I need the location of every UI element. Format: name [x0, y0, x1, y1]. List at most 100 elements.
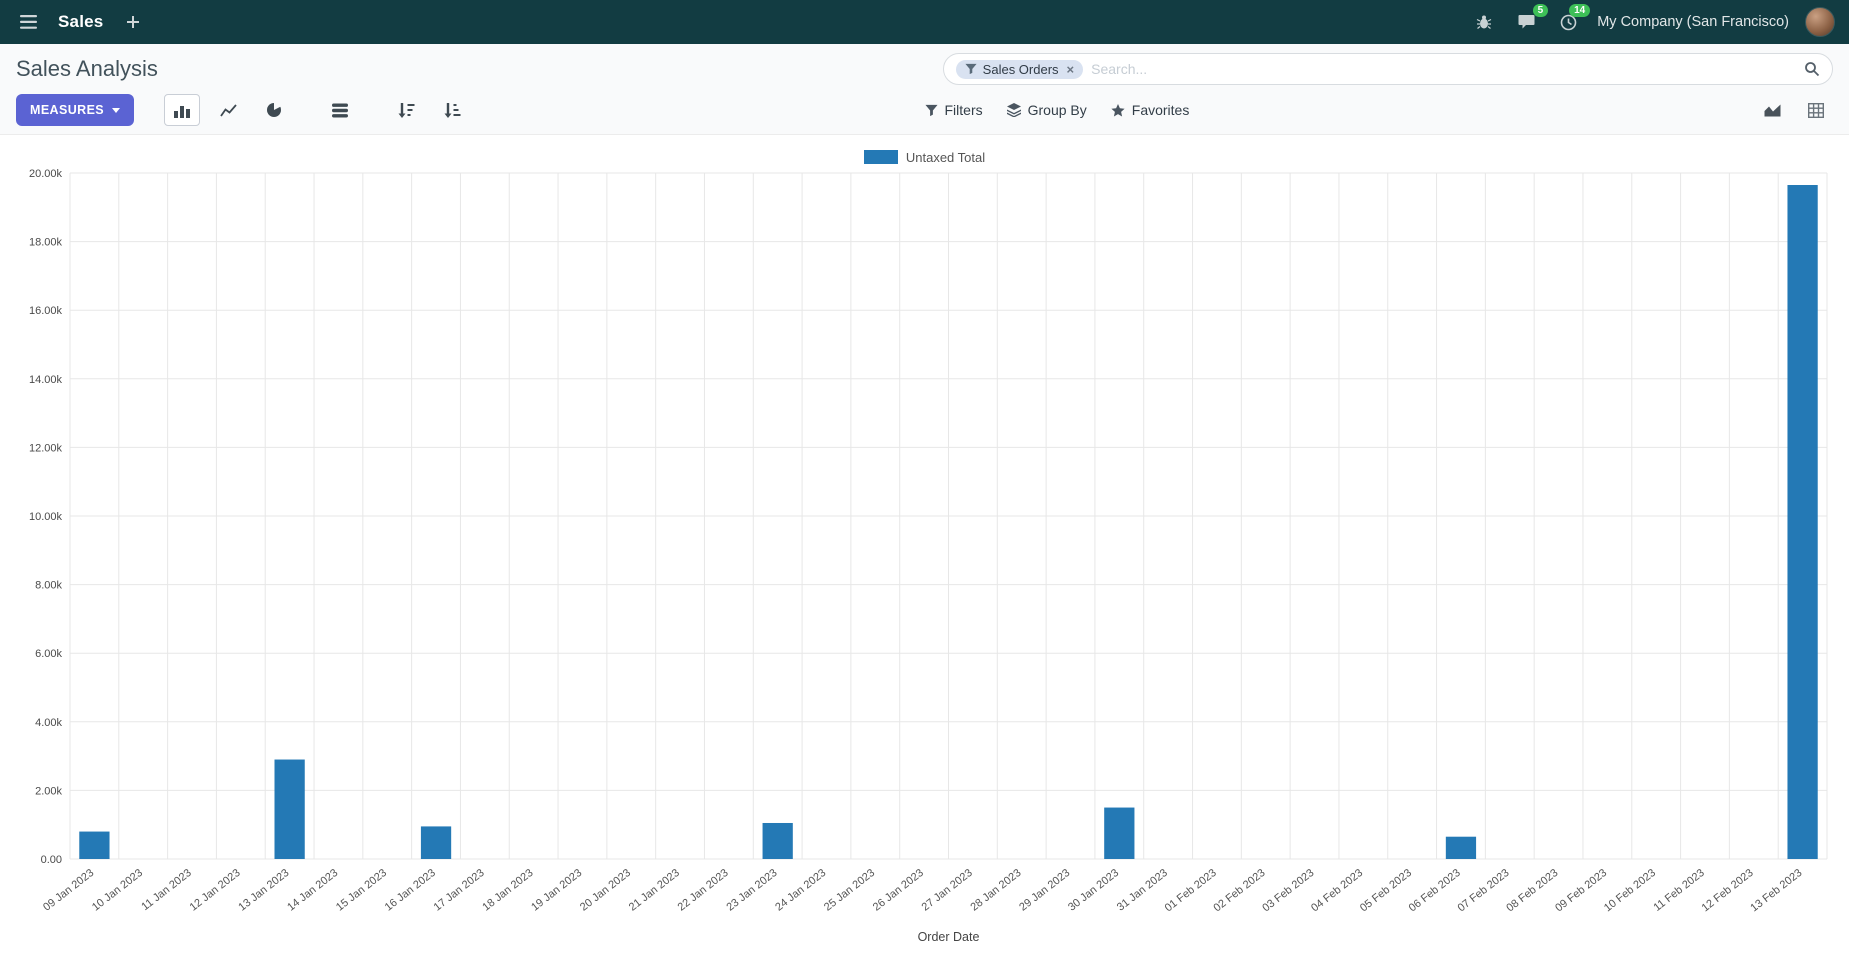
gridlines: [69, 172, 1828, 860]
svg-text:6.00k: 6.00k: [35, 648, 62, 660]
x-tick-label: 10 Jan 2023: [90, 867, 145, 914]
x-tick-label: 14 Jan 2023: [285, 867, 340, 914]
view-switcher: [1755, 95, 1833, 125]
svg-text:2.00k: 2.00k: [35, 785, 62, 797]
svg-text:16.00k: 16.00k: [29, 305, 63, 317]
bar[interactable]: [1445, 836, 1477, 859]
svg-text:20.00k: 20.00k: [29, 169, 63, 180]
x-tick-label: 10 Feb 2023: [1602, 867, 1658, 914]
measures-button[interactable]: MEASURES: [16, 94, 135, 126]
bar[interactable]: [420, 826, 452, 859]
x-tick-label: 17 Jan 2023: [432, 867, 487, 914]
filters-label: Filters: [944, 102, 983, 118]
plus-icon[interactable]: [119, 8, 147, 36]
filters-button[interactable]: Filters: [924, 102, 983, 118]
legend-label: Untaxed Total: [905, 149, 986, 165]
activities-clock-icon[interactable]: 14: [1555, 4, 1591, 35]
x-axis-title: Order Date: [918, 930, 980, 944]
x-tick-label: 22 Jan 2023: [676, 867, 731, 914]
filter-funnel-icon: [924, 104, 938, 117]
line-chart-button[interactable]: [210, 94, 246, 126]
chevron-down-icon: [112, 107, 121, 113]
x-tick-label: 11 Jan 2023: [139, 867, 193, 913]
activities-badge: 14: [1569, 4, 1591, 17]
user-avatar[interactable]: [1805, 7, 1835, 37]
bar[interactable]: [1787, 185, 1818, 859]
x-tick-label: 02 Feb 2023: [1212, 867, 1268, 914]
bar[interactable]: [79, 831, 110, 859]
y-axis: 0.00 2.00k 4.00k 6.00k 8.00k 10.00k 12.00k 14.0…: [29, 168, 63, 866]
graph-view-button[interactable]: [1755, 95, 1789, 125]
svg-text:4.00k: 4.00k: [35, 717, 62, 729]
x-tick-label: 12 Jan 2023: [188, 867, 243, 914]
x-tick-label: 04 Feb 2023: [1309, 867, 1365, 914]
x-tick-label: 25 Jan 2023: [822, 867, 877, 914]
bar-chart-svg: 0.00 2.00k 4.00k 6.00k 8.00k 10.00k 12.00k 14.0…: [29, 168, 1828, 944]
star-icon: [1111, 103, 1125, 117]
bar[interactable]: [1104, 807, 1135, 859]
group-by-button[interactable]: Group By: [1006, 102, 1087, 118]
svg-text:0.00: 0.00: [41, 854, 62, 866]
x-tick-label: 28 Jan 2023: [968, 867, 1023, 914]
favorites-label: Favorites: [1131, 102, 1190, 118]
x-tick-label: 11 Feb 2023: [1651, 867, 1706, 914]
facet-remove-icon[interactable]: ×: [1066, 61, 1075, 77]
sort-ascending-button[interactable]: [434, 94, 470, 126]
x-tick-label: 13 Feb 2023: [1748, 867, 1804, 914]
messages-icon[interactable]: 5: [1513, 4, 1549, 35]
search-icon[interactable]: [1804, 61, 1820, 77]
measures-label: MEASURES: [30, 103, 105, 117]
x-tick-label: 07 Feb 2023: [1456, 867, 1512, 914]
x-tick-label: 15 Jan 2023: [334, 867, 389, 914]
x-tick-label: 18 Jan 2023: [480, 867, 535, 914]
x-tick-label: 27 Jan 2023: [920, 867, 975, 914]
x-tick-label: 09 Jan 2023: [41, 867, 96, 914]
search-input[interactable]: [1091, 61, 1796, 77]
svg-text:12.00k: 12.00k: [29, 442, 63, 454]
x-tick-label: 20 Jan 2023: [578, 867, 633, 914]
sort-descending-button[interactable]: [388, 94, 424, 126]
bar-chart-button[interactable]: [164, 94, 201, 126]
company-switcher[interactable]: My Company (San Francisco): [1597, 14, 1789, 30]
svg-text:8.00k: 8.00k: [35, 580, 62, 592]
x-tick-label: 12 Feb 2023: [1700, 867, 1756, 914]
svg-text:10.00k: 10.00k: [29, 511, 63, 523]
x-tick-label: 31 Jan 2023: [1115, 867, 1170, 914]
x-tick-label: 13 Jan 2023: [236, 867, 291, 914]
app-name[interactable]: Sales: [58, 12, 104, 31]
stacked-toggle-button[interactable]: [322, 94, 358, 126]
apps-menu-icon[interactable]: [14, 8, 42, 36]
filter-funnel-icon: [965, 63, 977, 75]
pie-chart-button[interactable]: [256, 94, 292, 126]
x-tick-label: 01 Feb 2023: [1163, 867, 1219, 914]
svg-text:18.00k: 18.00k: [29, 237, 63, 249]
facet-label: Sales Orders: [982, 61, 1059, 77]
x-tick-label: 30 Jan 2023: [1066, 867, 1121, 914]
pivot-view-button[interactable]: [1799, 95, 1833, 125]
x-tick-label: 08 Feb 2023: [1504, 867, 1560, 914]
messages-badge: 5: [1532, 4, 1549, 17]
bar[interactable]: [274, 759, 305, 859]
debug-bug-icon[interactable]: [1471, 9, 1497, 35]
x-tick-label: 21 Jan 2023: [627, 867, 682, 914]
svg-text:14.00k: 14.00k: [29, 374, 63, 386]
bar[interactable]: [762, 822, 793, 859]
x-tick-label: 26 Jan 2023: [871, 867, 926, 914]
search-bar[interactable]: Sales Orders ×: [942, 53, 1833, 85]
x-tick-label: 29 Jan 2023: [1017, 867, 1072, 914]
search-facet-sales-orders[interactable]: Sales Orders ×: [955, 59, 1084, 79]
favorites-button[interactable]: Favorites: [1111, 102, 1190, 118]
layers-icon: [1006, 103, 1021, 117]
x-tick-label: 03 Feb 2023: [1260, 867, 1316, 914]
group-by-label: Group By: [1027, 102, 1087, 118]
legend-swatch: [863, 150, 898, 164]
x-tick-label: 16 Jan 2023: [383, 867, 438, 914]
control-panel: Sales Analysis Sales Orders × MEASURES: [0, 44, 1849, 135]
x-tick-label: 24 Jan 2023: [773, 867, 828, 914]
x-tick-label: 23 Jan 2023: [724, 867, 779, 914]
bars: [79, 185, 1818, 859]
page-title: Sales Analysis: [16, 56, 158, 81]
x-tick-label: 09 Feb 2023: [1553, 867, 1609, 914]
graph-view: Untaxed Total 0.00 2.00k 4.00k 6.00k 8.00k 10…: [0, 135, 1849, 949]
